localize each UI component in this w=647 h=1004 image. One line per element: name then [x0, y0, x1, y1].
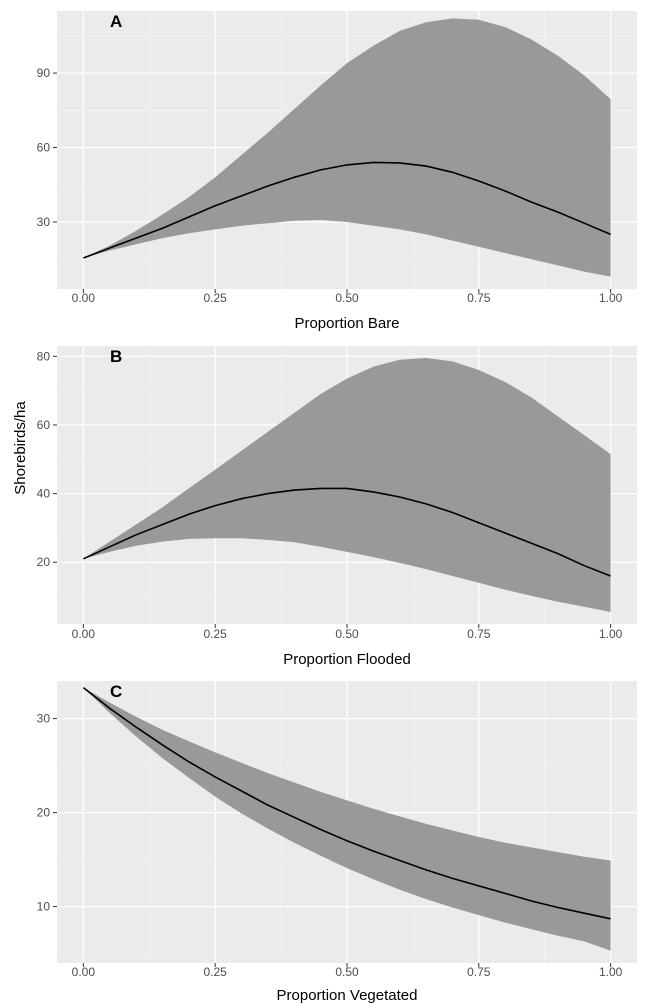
- x-tick-label: 0.00: [72, 965, 96, 979]
- fitted-line: [83, 487, 611, 577]
- panel-a: 0.00 0.25 0.50 0.75 1.00 30 60 90 Proportion Bar…: [37, 11, 637, 332]
- x-axis-label: Proportion Bare: [294, 315, 399, 332]
- panel-label: A: [110, 12, 122, 31]
- y-tick-label: 80: [37, 349, 51, 363]
- fitted-line: [83, 161, 611, 259]
- y-tick-label: 20: [37, 806, 51, 820]
- fitted-line: [82, 686, 611, 920]
- y-tick-label: 60: [37, 418, 51, 432]
- y-tick-label: 90: [37, 66, 51, 80]
- x-tick-label: 1.00: [599, 627, 623, 641]
- y-tick-label: 60: [37, 141, 51, 155]
- x-tick-label: 0.25: [204, 627, 228, 641]
- confidence-ribbon: [83, 687, 611, 951]
- shared-y-axis-label: Shorebirds/ha: [12, 401, 29, 495]
- panel-c: 0.00 0.25 0.50 0.75 1.00 10 20 30 Proportion Veg…: [37, 681, 637, 1004]
- x-axis-label: Proportion Flooded: [283, 651, 411, 668]
- x-tick-label: 0.50: [335, 627, 359, 641]
- y-tick-label: 30: [37, 712, 51, 726]
- x-tick-label: 0.75: [467, 291, 491, 305]
- x-tick-label: 0.75: [467, 627, 491, 641]
- y-tick-label: 40: [37, 487, 51, 501]
- y-tick-label: 20: [37, 555, 51, 569]
- panel-label: B: [110, 347, 122, 366]
- x-tick-label: 0.00: [72, 627, 96, 641]
- confidence-ribbon: [83, 358, 611, 612]
- x-tick-label: 0.75: [467, 965, 491, 979]
- x-tick-label: 0.50: [335, 965, 359, 979]
- x-tick-label: 0.25: [204, 291, 228, 305]
- panel-b: 0.00 0.25 0.50 0.75 1.00 20 40 60 80 Proportion F…: [37, 346, 637, 668]
- y-tick-label: 10: [37, 900, 51, 914]
- panel-label: C: [110, 682, 122, 701]
- x-tick-label: 0.25: [204, 965, 228, 979]
- x-tick-label: 0.00: [72, 291, 96, 305]
- y-tick-label: 30: [37, 215, 51, 229]
- confidence-ribbon: [83, 18, 611, 277]
- x-tick-label: 1.00: [599, 965, 623, 979]
- x-tick-label: 0.50: [335, 291, 359, 305]
- x-tick-label: 1.00: [599, 291, 623, 305]
- x-axis-label: Proportion Vegetated: [277, 987, 418, 1004]
